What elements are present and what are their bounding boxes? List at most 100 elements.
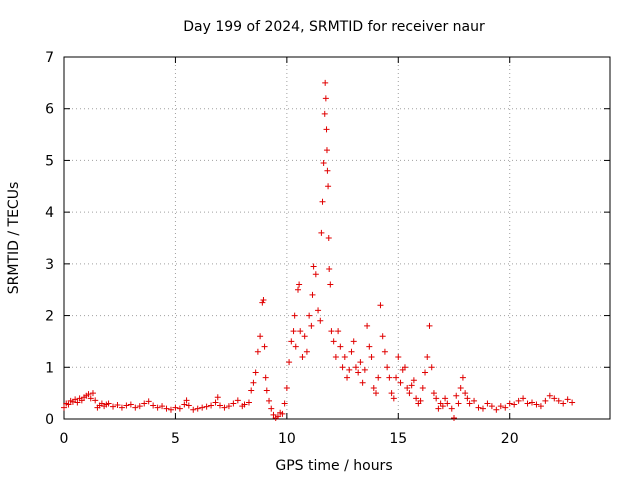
data-point (92, 397, 99, 404)
data-point (384, 364, 391, 371)
y-axis-label: SRMTID / TECUs (6, 182, 22, 295)
x-tick-label: 10 (278, 431, 296, 447)
data-point (74, 399, 81, 406)
data-point (299, 353, 306, 360)
x-tick-label: 15 (389, 431, 407, 447)
data-point (297, 328, 304, 335)
plot-frame (63, 56, 611, 420)
data-point (430, 390, 437, 397)
data-point (150, 402, 157, 409)
data-point (221, 404, 228, 411)
data-point (386, 374, 393, 381)
data-point (546, 392, 553, 399)
data-point (381, 348, 388, 355)
data-point (214, 394, 221, 401)
data-point (439, 403, 446, 410)
data-point (388, 390, 395, 397)
data-point (488, 403, 495, 410)
data-point (308, 322, 315, 329)
data-point (393, 374, 400, 381)
data-point (551, 395, 558, 402)
data-point (323, 147, 330, 154)
data-point (167, 406, 174, 413)
data-point (529, 399, 535, 406)
data-point (296, 281, 303, 288)
data-point (61, 404, 67, 411)
data-point (123, 402, 130, 409)
data-point (442, 395, 449, 402)
data-point (72, 396, 79, 403)
data-point (250, 379, 257, 386)
data-point (325, 235, 332, 241)
data-point (370, 384, 377, 391)
data-point (424, 353, 431, 360)
data-point (208, 402, 215, 409)
y-tick-label: 0 (45, 412, 54, 428)
data-point (105, 400, 112, 407)
data-point (245, 399, 252, 406)
data-point (176, 405, 183, 412)
data-point (268, 405, 275, 412)
data-point (542, 397, 549, 404)
data-point (225, 403, 232, 410)
data-point (484, 400, 491, 407)
data-point (502, 404, 509, 411)
data-point (475, 404, 482, 411)
data-point (65, 401, 72, 408)
data-point (479, 405, 486, 412)
data-point (426, 322, 433, 329)
data-point (433, 395, 440, 402)
data-point (319, 198, 326, 205)
data-point (410, 377, 417, 384)
data-point (212, 399, 219, 406)
data-point (183, 397, 190, 404)
data-point (560, 400, 567, 407)
data-point (375, 374, 382, 381)
data-point (471, 397, 478, 404)
data-point (397, 379, 404, 386)
data-point (466, 400, 473, 407)
data-point (352, 364, 359, 371)
data-point (332, 353, 339, 360)
data-point (339, 364, 346, 371)
data-point (444, 400, 451, 407)
data-point (321, 110, 328, 117)
data-point (322, 79, 329, 86)
data-point (428, 364, 435, 371)
data-point (350, 338, 357, 345)
data-point (493, 406, 500, 413)
data-point (337, 343, 344, 350)
axis-ticks: 0 5 10 15 20 0 1 2 3 4 5 6 7 (45, 50, 610, 447)
data-point (406, 390, 413, 397)
data-point (335, 328, 342, 335)
x-tick-label: 0 (60, 431, 69, 447)
x-axis-label: GPS time / hours (275, 458, 392, 474)
data-point (435, 405, 442, 412)
data-point (511, 401, 518, 408)
data-point (89, 390, 96, 397)
data-point (315, 307, 322, 314)
data-point (348, 348, 355, 355)
data-point (537, 403, 544, 410)
data-point (330, 338, 337, 345)
data-point (132, 404, 139, 411)
data-point (199, 404, 206, 411)
data-point (266, 397, 273, 404)
data-point (141, 400, 148, 407)
data-point (254, 348, 261, 355)
data-point (569, 399, 576, 406)
data-point (318, 229, 325, 236)
y-tick-label: 6 (45, 102, 54, 118)
data-point (515, 397, 522, 404)
data-point (241, 401, 248, 408)
data-point (274, 413, 281, 420)
data-point (346, 366, 353, 373)
data-point (257, 333, 264, 340)
data-point (259, 299, 266, 306)
data-point (324, 167, 331, 174)
data-point (312, 271, 319, 278)
data-point (270, 411, 277, 418)
data-point (154, 404, 161, 411)
data-point (408, 382, 415, 389)
